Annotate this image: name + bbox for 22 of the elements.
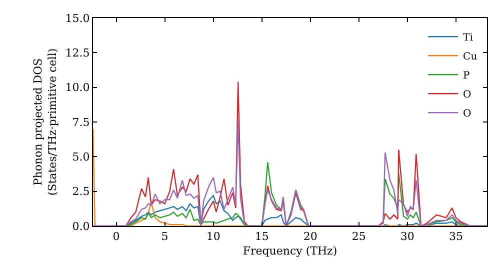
- x-tick-label: 35: [448, 230, 463, 244]
- x-tick-label: 30: [400, 230, 414, 244]
- y-tick-label: 7.5: [72, 116, 90, 129]
- x-tick-label: 0: [112, 230, 120, 244]
- x-tick-label: 20: [303, 230, 318, 244]
- x-tick-label: 25: [352, 230, 366, 244]
- x-tick-label: 5: [161, 230, 168, 244]
- legend-label: O: [463, 90, 472, 101]
- legend-label: Ti: [463, 32, 473, 44]
- x-axis-title: Frequency (THz): [242, 244, 338, 258]
- y-tick-label: 0.0: [72, 220, 90, 233]
- y-axis-title: Phonon projected DOS (States/THz·primitive cell): [32, 48, 59, 196]
- y-tick-label: 15.0: [65, 12, 90, 25]
- legend-label: O: [463, 108, 472, 120]
- y-tick-label: 10.0: [65, 81, 90, 94]
- x-tick-label: 10: [206, 230, 220, 244]
- legend-label: Cu: [463, 52, 478, 63]
- legend-label: P: [463, 70, 470, 82]
- y-tick-label: 12.5: [65, 46, 90, 60]
- y-tick-label: 2.5: [72, 185, 90, 198]
- y-tick-label: 5.0: [72, 150, 90, 164]
- x-tick-label: 15: [254, 230, 269, 244]
